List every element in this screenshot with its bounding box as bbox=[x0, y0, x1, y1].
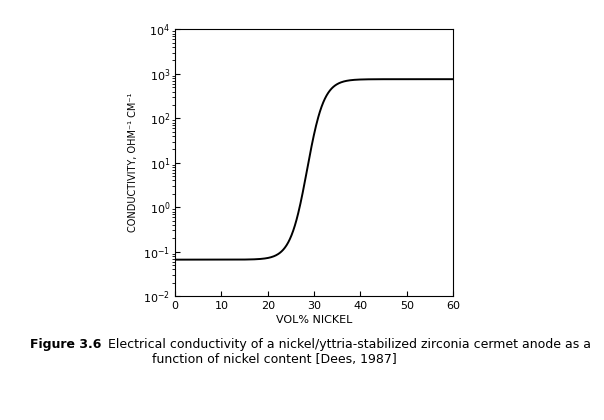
Text: Electrical conductivity of a nickel/yttria-stabilized zirconia cermet anode as a: Electrical conductivity of a nickel/yttr… bbox=[100, 338, 591, 366]
Text: Figure 3.6: Figure 3.6 bbox=[30, 338, 101, 351]
Y-axis label: CONDUCTIVITY, OHM⁻¹ CM⁻¹: CONDUCTIVITY, OHM⁻¹ CM⁻¹ bbox=[127, 93, 138, 232]
X-axis label: VOL% NICKEL: VOL% NICKEL bbox=[276, 315, 352, 325]
